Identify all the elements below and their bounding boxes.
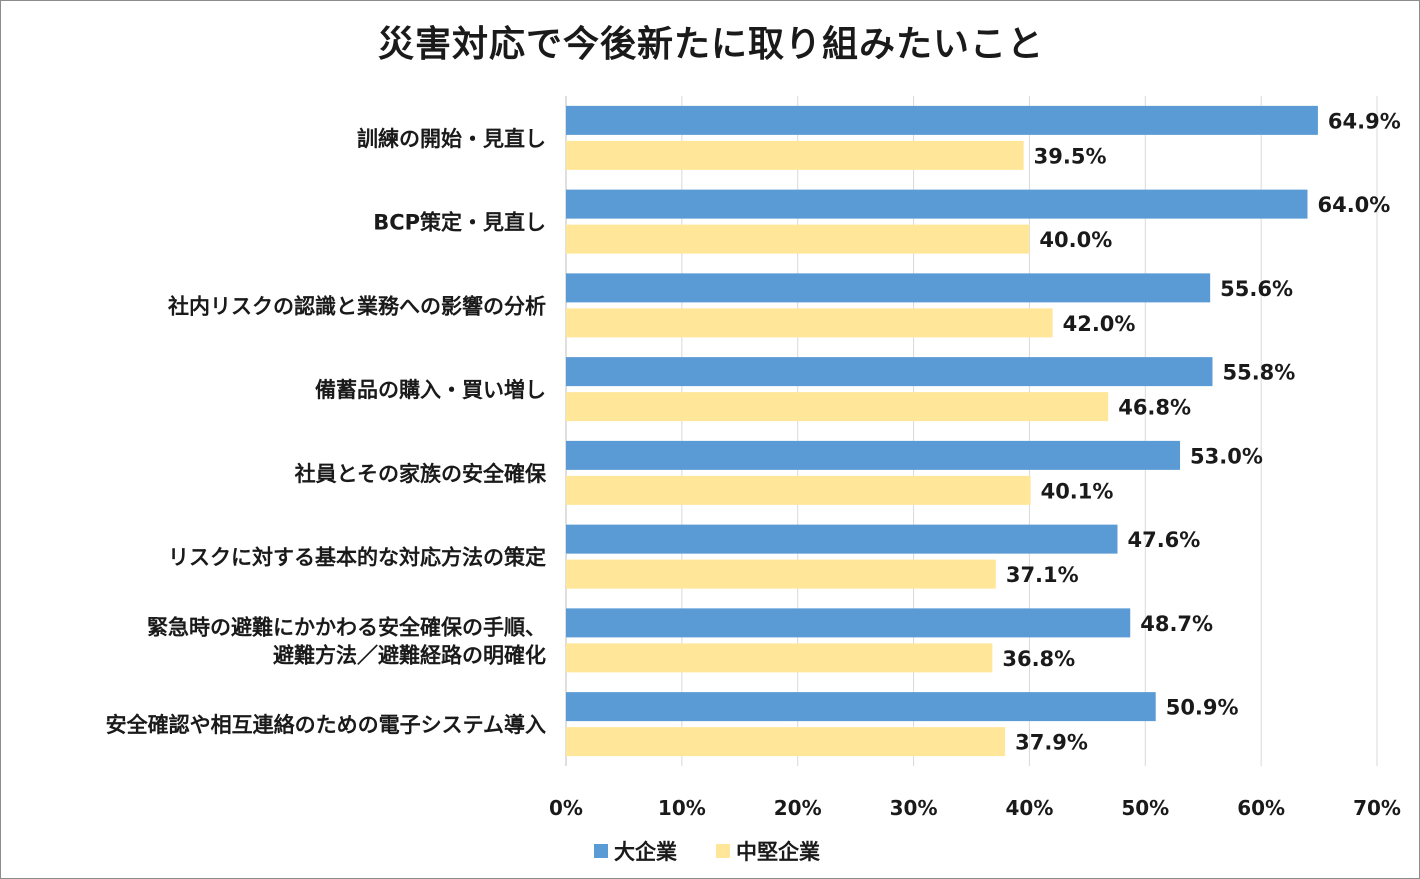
data-label: 42.0% — [1063, 312, 1136, 336]
data-label: 64.0% — [1317, 193, 1390, 217]
category-label: 緊急時の避難にかかわる安全確保の手順、 — [147, 615, 546, 639]
bar-large — [566, 608, 1131, 638]
data-label: 46.8% — [1118, 396, 1191, 420]
bar-large — [566, 189, 1308, 219]
bar-midsize — [566, 643, 993, 673]
bar-midsize — [566, 392, 1109, 422]
category-label: リスクに対する基本的な対応方法の策定 — [168, 546, 546, 570]
labels: 0% 10% 20% 30% 40% 50% 60% 70% 64.9% 39.5% 訓練の開始・見… — [106, 109, 1401, 820]
bar-midsize — [566, 727, 1006, 757]
bar-midsize — [566, 559, 996, 589]
legend-label: 中堅企業 — [736, 840, 821, 864]
bar-midsize — [566, 308, 1053, 338]
legend: 大企業 中堅企業 — [594, 840, 821, 864]
data-label: 50.9% — [1166, 696, 1239, 720]
data-label: 48.7% — [1140, 612, 1213, 636]
x-tick-label: 10% — [658, 796, 706, 820]
category-label: BCP策定・見直し — [373, 211, 546, 235]
data-label: 39.5% — [1034, 144, 1107, 168]
bar-large — [566, 357, 1213, 387]
data-label: 64.9% — [1328, 109, 1401, 133]
category-label: 避難方法／避難経路の明確化 — [273, 643, 546, 667]
category-label: 社内リスクの認識と業務への影響の分析 — [167, 294, 546, 318]
category-label: 社員とその家族の安全確保 — [294, 462, 547, 486]
category-label: 備蓄品の購入・買い増し — [315, 378, 546, 402]
bar-large — [566, 524, 1118, 554]
bar-large — [566, 105, 1318, 135]
x-tick-label: 30% — [890, 796, 938, 820]
x-tick-label: 40% — [1005, 796, 1053, 820]
bar-large — [566, 440, 1181, 470]
bar-midsize — [566, 140, 1024, 170]
data-label: 37.9% — [1015, 731, 1088, 755]
x-tick-label: 0% — [549, 796, 583, 820]
bar-large — [566, 692, 1156, 722]
data-label: 36.8% — [1002, 647, 1075, 671]
legend-swatch — [594, 844, 608, 858]
data-label: 37.1% — [1006, 563, 1079, 587]
x-tick-label: 50% — [1121, 796, 1169, 820]
category-label: 訓練の開始・見直し — [357, 127, 546, 151]
data-label: 53.0% — [1190, 444, 1263, 468]
x-tick-label: 70% — [1353, 796, 1401, 820]
legend-swatch — [716, 844, 730, 858]
data-label: 40.1% — [1041, 479, 1114, 503]
legend-label: 大企業 — [614, 840, 678, 864]
chart-title: 災害対応で今後新たに取り組みたいこと — [377, 24, 1044, 65]
x-tick-label: 60% — [1237, 796, 1285, 820]
data-label: 40.0% — [1039, 228, 1112, 252]
bar-midsize — [566, 224, 1030, 254]
bar-midsize — [566, 475, 1031, 505]
bars — [566, 105, 1318, 757]
x-tick-label: 20% — [774, 796, 822, 820]
bar-large — [566, 273, 1211, 303]
data-label: 55.8% — [1222, 361, 1295, 385]
data-label: 55.6% — [1220, 277, 1293, 301]
data-label: 47.6% — [1127, 528, 1200, 552]
category-label: 安全確認や相互連絡のための電子システム導入 — [106, 713, 546, 737]
